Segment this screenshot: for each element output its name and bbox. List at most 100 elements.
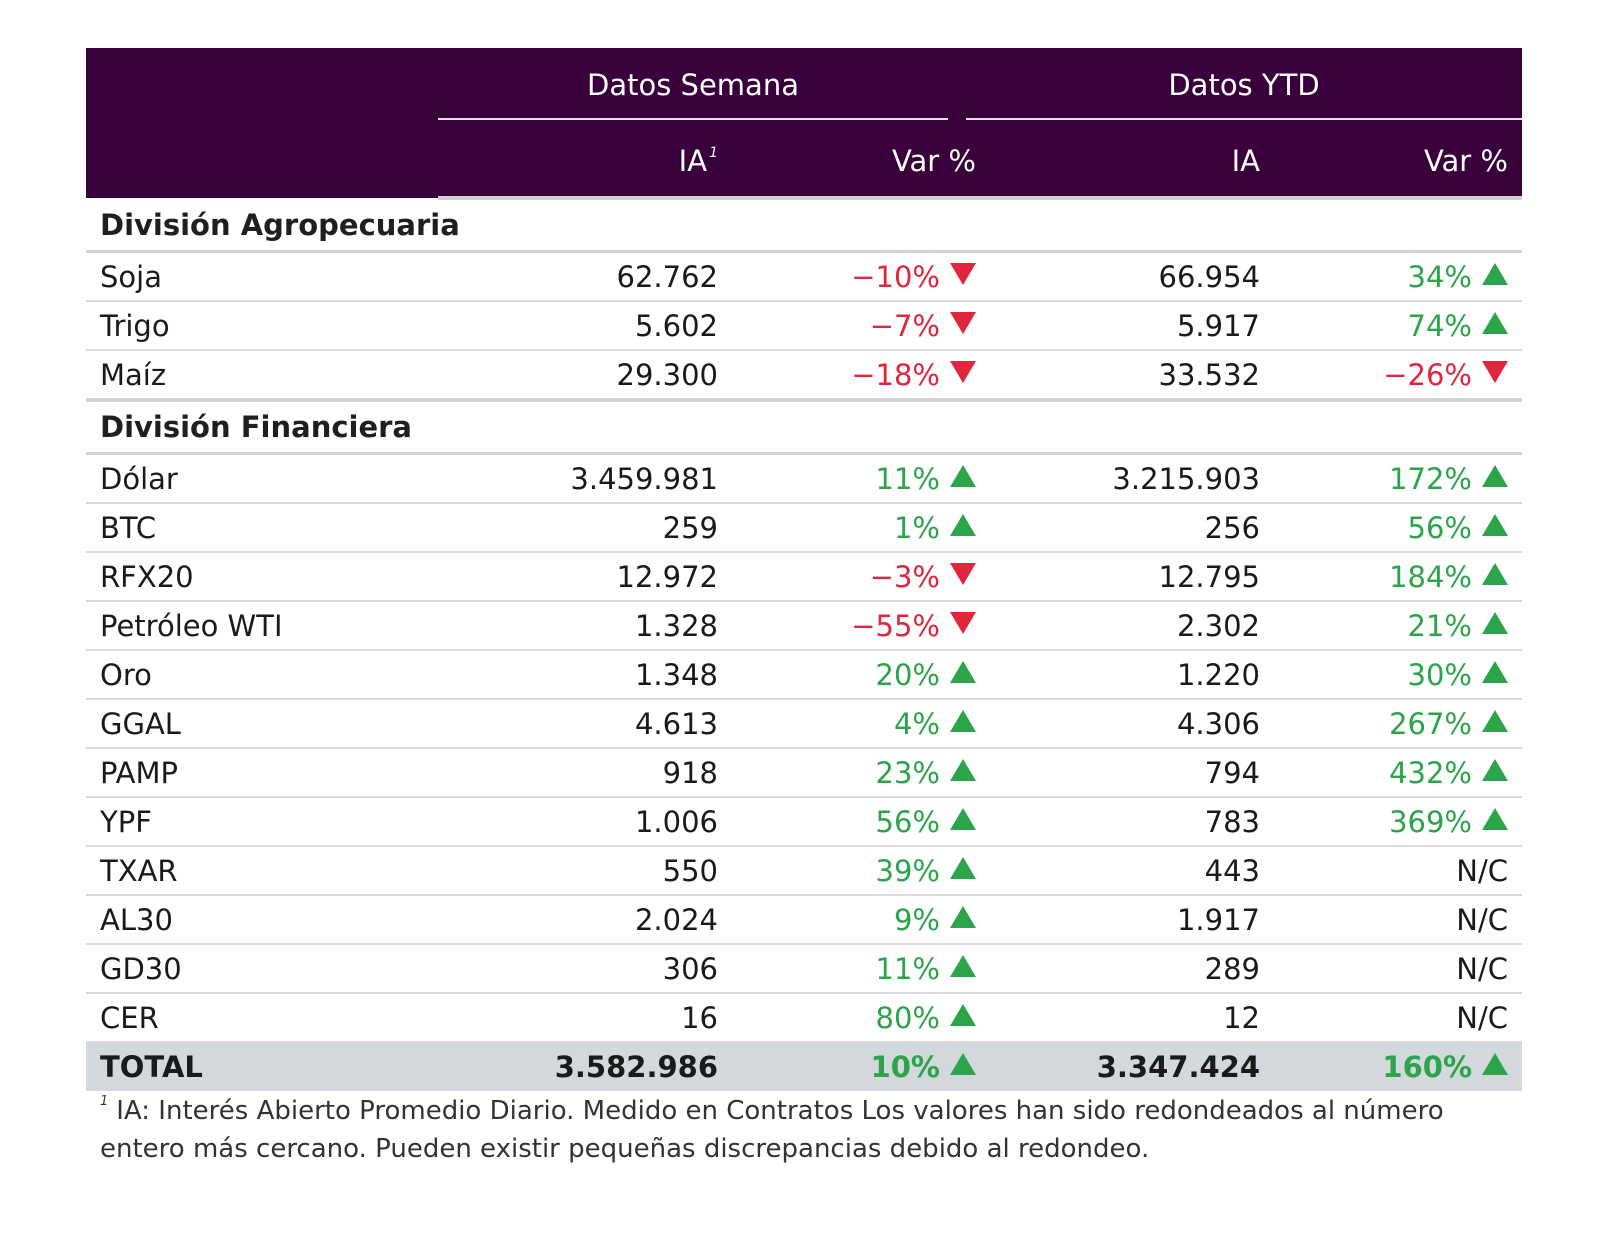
open-interest-table: Datos Semana Datos YTD IA 1 Var % IA Var … [86,48,1522,1091]
triangle-up-icon [1482,514,1508,536]
var-week-value: 10% [871,1050,976,1084]
var-ytd-value: 184% [1389,560,1508,594]
table-header: Datos Semana Datos YTD IA 1 Var % IA Var … [86,48,1522,196]
triangle-up-icon [950,808,976,830]
var-week-value: 1% [894,511,976,545]
var-week-value: 9% [894,903,976,937]
ia-week-value: 1.006 [634,805,718,839]
ia-week-value: 1.328 [634,609,718,643]
row-label: RFX20 [100,560,194,594]
ia-ytd-value: 12.795 [1158,560,1260,594]
triangle-up-icon [1482,759,1508,781]
triangle-up-icon [950,906,976,928]
header-rule [438,196,1522,200]
group-header-ytd: Datos YTD [1168,68,1320,102]
ia-ytd-value: 33.532 [1158,358,1260,392]
col-header-ia-week: IA 1 [678,144,718,178]
footnote-marker: 1 [709,145,718,161]
row-label: BTC [100,511,157,545]
ia-week-value: 62.762 [616,260,718,294]
triangle-up-icon [950,661,976,683]
triangle-down-icon [950,612,976,634]
ia-ytd-value: 443 [1204,854,1260,888]
var-week-value: 80% [876,1001,976,1035]
ia-week-value: 259 [662,511,718,545]
triangle-up-icon [1482,312,1508,334]
triangle-up-icon [1482,661,1508,683]
section-title: División Agropecuaria [100,208,460,242]
table-row: GD30 306 11% 289 N/C [86,945,1522,994]
triangle-down-icon [950,563,976,585]
row-label: Petróleo WTI [100,609,283,643]
var-week-value: −7% [870,309,976,343]
table-row: RFX20 12.972 −3% 12.795 184% [86,553,1522,602]
triangle-down-icon [950,312,976,334]
ia-ytd-value: 1.220 [1176,658,1260,692]
triangle-down-icon [1482,361,1508,383]
row-label: GD30 [100,952,182,986]
var-week-value: −3% [870,560,976,594]
var-week-value: 11% [876,952,976,986]
table-row: Maíz 29.300 −18% 33.532 −26% [86,351,1522,402]
col-header-var-ytd: Var % [1423,144,1508,178]
header-bottom-edge [86,196,438,198]
var-week-value: 23% [876,756,976,790]
table-row: CER 16 80% 12 N/C [86,994,1522,1043]
row-label: Dólar [100,462,178,496]
triangle-down-icon [950,263,976,285]
triangle-up-icon [1482,612,1508,634]
triangle-up-icon [1482,808,1508,830]
triangle-up-icon [950,955,976,977]
triangle-up-icon [1482,1053,1508,1075]
ia-ytd-value: 256 [1204,511,1260,545]
table-row: BTC 259 1% 256 56% [86,504,1522,553]
ia-ytd-value: 5.917 [1176,309,1260,343]
row-label: Oro [100,658,152,692]
var-week-value: 20% [876,658,976,692]
row-label: Maíz [100,358,167,392]
section-title: División Financiera [100,410,413,444]
group-underline-ytd [966,118,1522,120]
ia-ytd-value: 3.215.903 [1112,462,1260,496]
triangle-up-icon [1482,263,1508,285]
table-row: Oro 1.348 20% 1.220 30% [86,651,1522,700]
var-ytd-value: N/C [1456,952,1508,986]
triangle-down-icon [950,361,976,383]
triangle-up-icon [950,514,976,536]
table-row: Soja 62.762 −10% 66.954 34% [86,253,1522,302]
var-ytd-value: 172% [1389,462,1508,496]
footnote: 1 IA: Interés Abierto Promedio Diario. Me… [100,1083,1500,1168]
table-row: PAMP 918 23% 794 432% [86,749,1522,798]
triangle-up-icon [1482,465,1508,487]
table-row: GGAL 4.613 4% 4.306 267% [86,700,1522,749]
row-label: Trigo [100,309,170,343]
table-row: TXAR 550 39% 443 N/C [86,847,1522,896]
table-row: Petróleo WTI 1.328 −55% 2.302 21% [86,602,1522,651]
var-ytd-value: 267% [1389,707,1508,741]
var-ytd-value: 369% [1389,805,1508,839]
ia-ytd-value: 12 [1223,1001,1260,1035]
var-week-value: 56% [876,805,976,839]
var-ytd-value: N/C [1456,854,1508,888]
table-row: Trigo 5.602 −7% 5.917 74% [86,302,1522,351]
row-label: CER [100,1001,159,1035]
var-week-value: −18% [851,358,976,392]
ia-ytd-value: 3.347.424 [1096,1050,1260,1084]
var-week-value: 39% [876,854,976,888]
triangle-up-icon [950,759,976,781]
table-body: División Agropecuaria Soja 62.762 −10% 66.95… [86,200,1522,1091]
table-row: Dólar 3.459.981 11% 3.215.903 172% [86,455,1522,504]
triangle-up-icon [950,857,976,879]
var-ytd-value: −26% [1383,358,1508,392]
var-ytd-value: 160% [1382,1050,1508,1084]
group-header-week: Datos Semana [587,68,799,102]
row-label: TXAR [100,854,178,888]
ia-ytd-value: 4.306 [1176,707,1260,741]
triangle-up-icon [950,465,976,487]
ia-week-value: 3.459.981 [570,462,718,496]
footnote-text: IA: Interés Abierto Promedio Diario. Med… [100,1096,1444,1164]
var-ytd-value: 34% [1408,260,1508,294]
var-week-value: 4% [894,707,976,741]
row-label: TOTAL [100,1050,203,1084]
ia-week-value: 16 [681,1001,718,1035]
